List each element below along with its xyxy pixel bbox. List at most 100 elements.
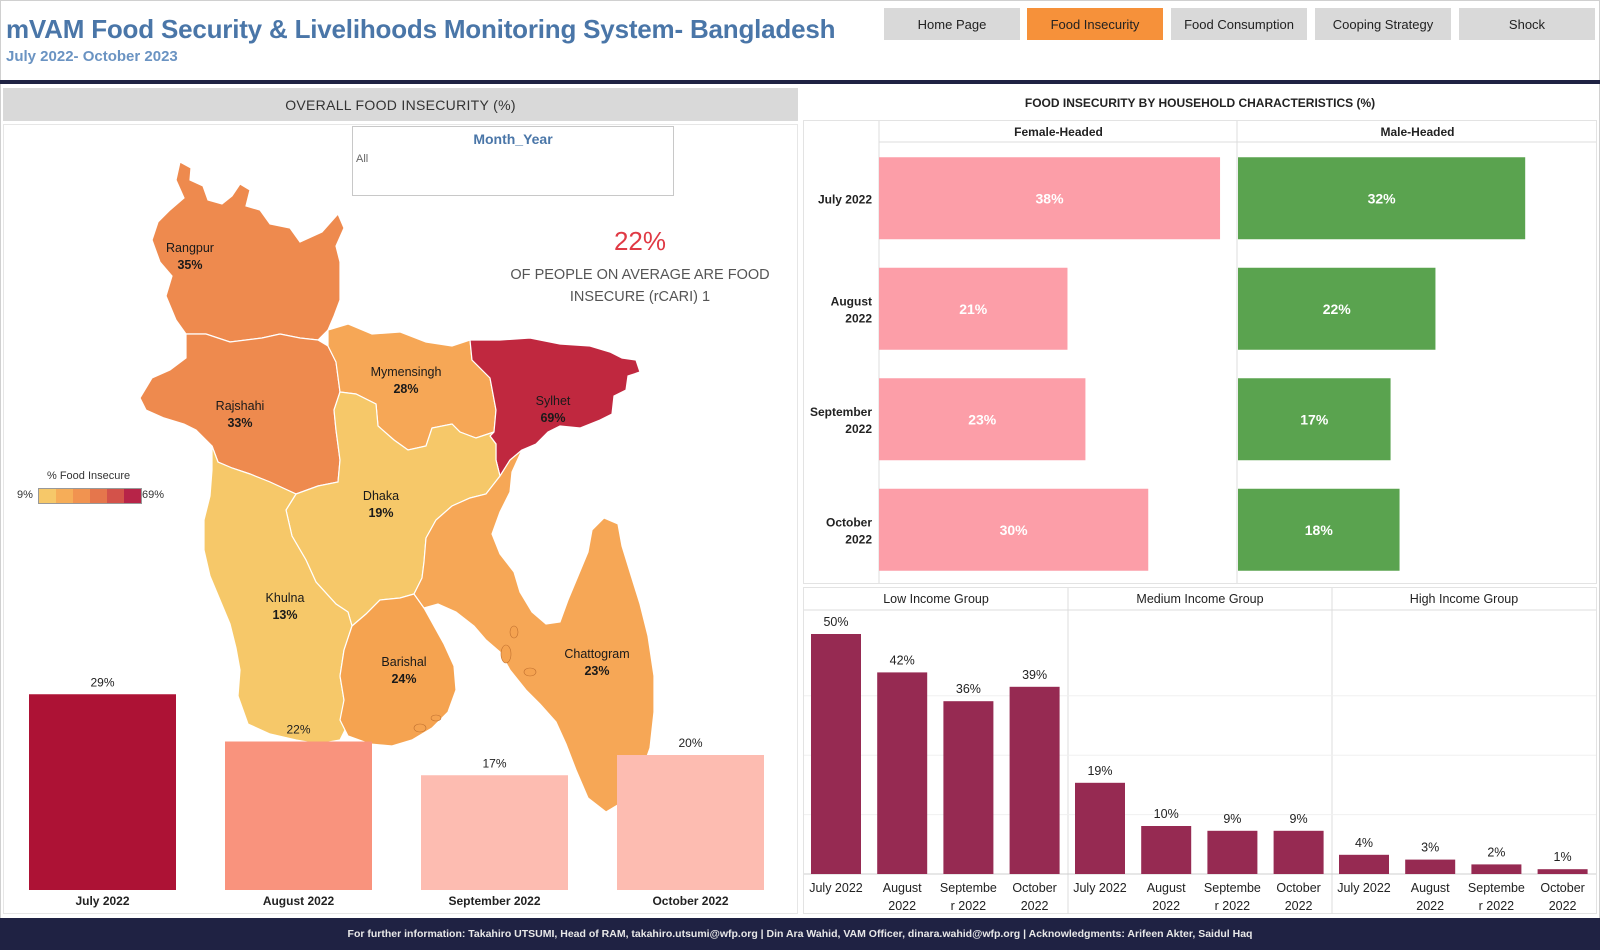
hh-bar-1-3[interactable] xyxy=(1238,488,1400,571)
nav-shock-button[interactable]: Shock xyxy=(1459,8,1595,40)
monthly-bar-label-1: 22% xyxy=(286,723,310,737)
nav-home-page-button[interactable]: Home Page xyxy=(884,8,1020,40)
map-region-rangpur[interactable] xyxy=(151,161,345,343)
income-bar-label-2-2: 2% xyxy=(1487,845,1505,859)
monthly-bar-1[interactable] xyxy=(225,741,372,891)
income-group-header-1: Medium Income Group xyxy=(1136,592,1263,606)
map-label-chattogram: Chattogram xyxy=(564,647,629,661)
hh-bar-0-3[interactable] xyxy=(879,488,1149,571)
hh-series-header-1: Male-Headed xyxy=(1380,125,1454,139)
income-bar-label-0-0: 50% xyxy=(823,615,848,629)
hh-bar-label-0-2: 23% xyxy=(968,411,997,427)
legend-swatch-1 xyxy=(56,489,73,503)
income-group-panel xyxy=(803,587,1597,914)
hh-category-1-0: August xyxy=(831,294,872,308)
income-category-2-3-0: October xyxy=(1540,881,1584,895)
app-subtitle: July 2022- October 2023 xyxy=(6,48,178,65)
monthly-bar-2[interactable] xyxy=(421,775,568,890)
income-category-2-0-0: July 2022 xyxy=(1337,881,1391,895)
household-characteristics-panel xyxy=(803,120,1597,584)
income-bar-label-1-2: 9% xyxy=(1223,812,1241,826)
hh-bar-label-1-2: 17% xyxy=(1300,411,1329,427)
kpi-caption-line-1: OF PEOPLE ON AVERAGE ARE FOOD xyxy=(510,267,770,283)
income-category-2-1-1: 2022 xyxy=(1416,899,1444,913)
income-bar-0-1[interactable] xyxy=(877,672,928,874)
hh-series-header-0: Female-Headed xyxy=(1014,125,1103,139)
monthly-food-insecurity-chart: 29% July 2022 22% August 2022 17% September 2… xyxy=(29,675,764,908)
hh-bar-1-0[interactable] xyxy=(1238,157,1526,240)
hh-category-0-0: July 2022 xyxy=(818,192,872,206)
monthly-bar-0[interactable] xyxy=(29,694,176,890)
income-bar-2-2[interactable] xyxy=(1471,864,1522,874)
income-bar-2-0[interactable] xyxy=(1339,854,1389,874)
month-year-filter-value[interactable]: All xyxy=(356,153,369,165)
income-group-header-0: Low Income Group xyxy=(883,592,989,606)
hh-bar-label-0-0: 38% xyxy=(1036,190,1065,206)
income-bar-label-1-0: 19% xyxy=(1087,764,1112,778)
hh-bar-0-2[interactable] xyxy=(879,378,1086,461)
overall-food-insecurity-title: OVERALL FOOD INSECURITY (%) xyxy=(3,88,798,121)
hh-bar-label-0-3: 30% xyxy=(1000,522,1029,538)
income-category-2-2-1: r 2022 xyxy=(1479,899,1514,913)
hh-bar-1-1[interactable] xyxy=(1238,267,1436,350)
income-bar-2-1[interactable] xyxy=(1405,859,1456,874)
hh-bar-label-1-1: 22% xyxy=(1323,301,1352,317)
income-bar-label-1-1: 10% xyxy=(1154,807,1179,821)
income-bar-0-0[interactable] xyxy=(811,634,861,874)
hh-category-2-1: 2022 xyxy=(845,422,872,436)
income-category-1-2-1: r 2022 xyxy=(1215,899,1250,913)
nav-food-insecurity-button[interactable]: Food Insecurity xyxy=(1027,8,1163,40)
income-bar-2-3[interactable] xyxy=(1537,869,1588,874)
nav-cooping-strategy-button[interactable]: Cooping Strategy xyxy=(1315,8,1451,40)
map-label-rajshahi: Rajshahi xyxy=(216,399,265,413)
legend-swatch-0 xyxy=(39,489,56,503)
hh-category-3-1: 2022 xyxy=(845,532,872,546)
income-category-0-3-0: October xyxy=(1012,881,1056,895)
monthly-category-0: July 2022 xyxy=(75,894,129,908)
month-year-filter[interactable]: Month_Year All xyxy=(352,126,674,196)
map-region-chattogram[interactable] xyxy=(413,449,655,813)
income-category-0-1-0: August xyxy=(883,881,922,895)
income-bar-1-3[interactable] xyxy=(1273,830,1324,874)
hh-category-3-0: October xyxy=(826,515,872,529)
income-category-0-1-1: 2022 xyxy=(888,899,916,913)
map-value-mymensingh: 28% xyxy=(393,382,418,396)
right-charts: Female-Headed 38% 21% 23% 30% Male-Headed 32% 2… xyxy=(804,121,1596,914)
month-year-filter-title: Month_Year xyxy=(473,131,553,147)
income-bar-label-1-3: 9% xyxy=(1290,812,1308,826)
hh-category-1-1: 2022 xyxy=(845,311,872,325)
footer-contact-info: For further information: Takahiro UTSUMI… xyxy=(0,918,1600,950)
map-value-barishal: 24% xyxy=(391,672,416,686)
hh-bar-0-1[interactable] xyxy=(879,267,1068,350)
map-region-barishal[interactable] xyxy=(339,593,457,747)
hh-bar-label-1-3: 18% xyxy=(1305,522,1334,538)
map-label-sylhet: Sylhet xyxy=(536,394,571,408)
legend-swatch-4 xyxy=(107,489,124,503)
map-island-4 xyxy=(509,625,519,639)
map-island-0 xyxy=(413,723,427,733)
map-island-2 xyxy=(500,644,512,664)
legend-title: % Food Insecure xyxy=(47,470,131,482)
kpi-average-food-insecure: 22% xyxy=(613,226,667,256)
income-category-1-2-0: Septembe xyxy=(1204,881,1261,895)
monthly-category-2: September 2022 xyxy=(448,894,540,908)
legend-min-label: 9% xyxy=(17,489,33,501)
income-bar-1-1[interactable] xyxy=(1141,826,1192,874)
map-island-3 xyxy=(523,667,537,677)
income-category-1-3-1: 2022 xyxy=(1285,899,1313,913)
income-bar-1-2[interactable] xyxy=(1207,830,1258,874)
monthly-bar-3[interactable] xyxy=(617,755,764,890)
hh-bar-0-0[interactable] xyxy=(879,157,1221,240)
income-category-1-3-0: October xyxy=(1276,881,1320,895)
legend-swatch-5 xyxy=(124,489,141,503)
income-bar-label-2-3: 1% xyxy=(1554,850,1572,864)
income-bar-1-0[interactable] xyxy=(1075,782,1125,874)
income-bar-label-0-3: 39% xyxy=(1022,668,1047,682)
income-bar-0-2[interactable] xyxy=(943,701,994,874)
income-category-1-1-1: 2022 xyxy=(1152,899,1180,913)
income-bar-0-3[interactable] xyxy=(1009,686,1060,874)
monthly-bar-label-3: 20% xyxy=(678,736,702,750)
nav-food-consumption-button[interactable]: Food Consumption xyxy=(1171,8,1307,40)
map-value-dhaka: 19% xyxy=(368,506,393,520)
hh-bar-1-2[interactable] xyxy=(1238,378,1391,461)
